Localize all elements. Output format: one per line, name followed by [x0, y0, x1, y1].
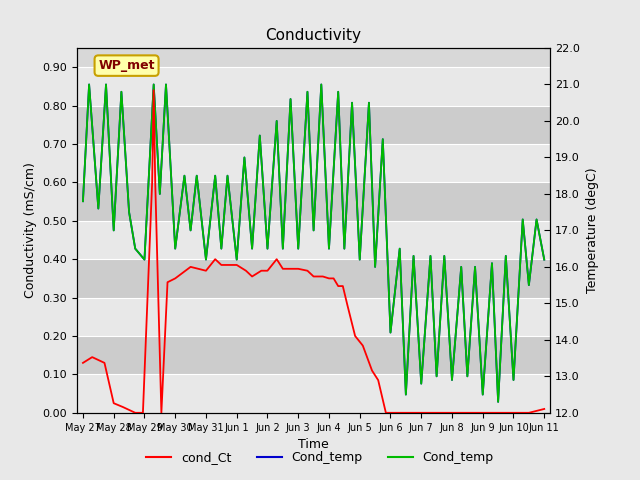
Bar: [77, 106, 550, 144]
Bar: [77, 298, 550, 336]
Bar: [77, 259, 550, 298]
Bar: [77, 374, 550, 413]
Y-axis label: Conductivity (mS/cm): Conductivity (mS/cm): [24, 162, 36, 299]
X-axis label: Time: Time: [298, 438, 329, 451]
Bar: [77, 144, 550, 182]
Bar: [77, 182, 550, 221]
Bar: [77, 336, 550, 374]
Bar: [77, 221, 550, 259]
Text: WP_met: WP_met: [99, 59, 155, 72]
Title: Conductivity: Conductivity: [266, 28, 362, 43]
Bar: [77, 67, 550, 106]
Legend: cond_Ct, Cond_temp, Cond_temp: cond_Ct, Cond_temp, Cond_temp: [141, 446, 499, 469]
Y-axis label: Temperature (degC): Temperature (degC): [586, 168, 598, 293]
